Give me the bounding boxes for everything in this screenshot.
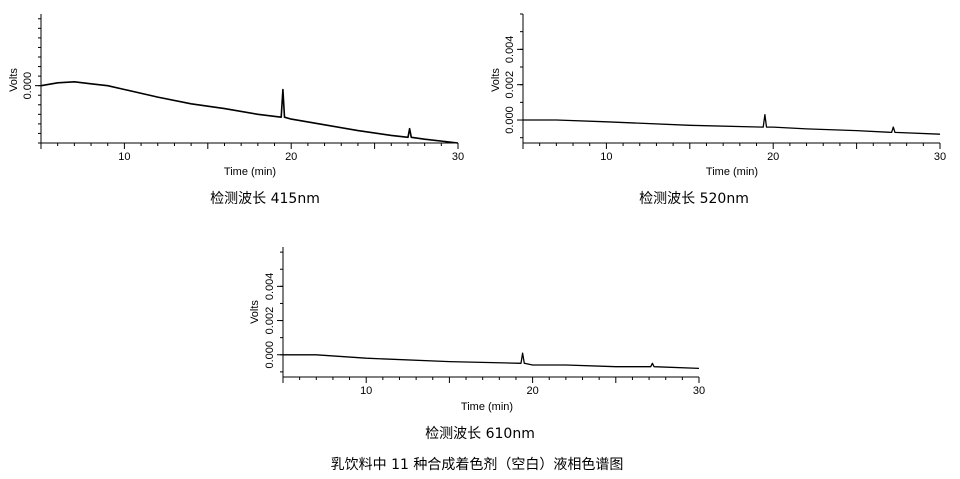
series-line-610nm (283, 352, 700, 370)
y-tick-label-520nm: 0.002 (504, 71, 516, 99)
x-tick-label-520nm: 20 (767, 151, 779, 163)
x-axis-title-415nm: Time (min) (224, 166, 276, 178)
figure-caption: 乳饮料中 11 种合成着色剂（空白）液相色谱图 (331, 456, 624, 473)
x-tick-label-520nm: 30 (934, 151, 946, 163)
series-line-520nm (523, 114, 941, 135)
y-axis-title-610nm: Volts (249, 300, 261, 324)
caption-610nm: 检测波长 610nm (425, 426, 535, 442)
x-tick-label-520nm: 10 (600, 151, 612, 163)
chart-panel-610nm: 10 20 30 0.000 0.002 0.004 Time (min) Volts 检… (249, 247, 705, 442)
y-axis-title-520nm: Volts (490, 68, 502, 92)
y-tick-label-415nm: 0.000 (22, 72, 34, 100)
y-tick-label-520nm: 0.000 (504, 106, 516, 134)
plot-area-610nm: 10 20 30 0.000 0.002 0.004 (264, 247, 705, 397)
y-tick-label-610nm: 0.004 (264, 273, 276, 301)
y-tick-label-610nm: 0.002 (264, 307, 276, 335)
x-axis-title-520nm: Time (min) (706, 166, 758, 178)
chart-panel-415nm: 10 20 30 0.000 Time (min) Volts 检测波长 415nm (8, 14, 464, 207)
x-tick-label-610nm: 20 (526, 385, 538, 397)
caption-415nm: 检测波长 415nm (210, 191, 320, 207)
series-line-415nm (40, 81, 459, 144)
plot-area-415nm: 10 20 30 0.000 (22, 14, 464, 163)
y-axis-title-415nm: Volts (8, 68, 20, 92)
x-tick-label-415nm: 30 (452, 151, 464, 163)
x-tick-label-610nm: 30 (693, 385, 705, 397)
x-axis-title-610nm: Time (min) (461, 401, 513, 413)
y-tick-label-520nm: 0.004 (504, 36, 516, 64)
plot-area-520nm: 10 20 30 0.000 0.002 0.004 (504, 13, 946, 163)
chart-panel-520nm: 10 20 30 0.000 0.002 0.004 Time (min) Volts 检… (490, 13, 946, 207)
x-tick-label-415nm: 10 (118, 151, 130, 163)
caption-520nm: 检测波长 520nm (639, 191, 749, 207)
x-tick-label-415nm: 20 (285, 151, 297, 163)
x-tick-label-610nm: 10 (360, 385, 372, 397)
y-tick-label-610nm: 0.000 (264, 341, 276, 369)
